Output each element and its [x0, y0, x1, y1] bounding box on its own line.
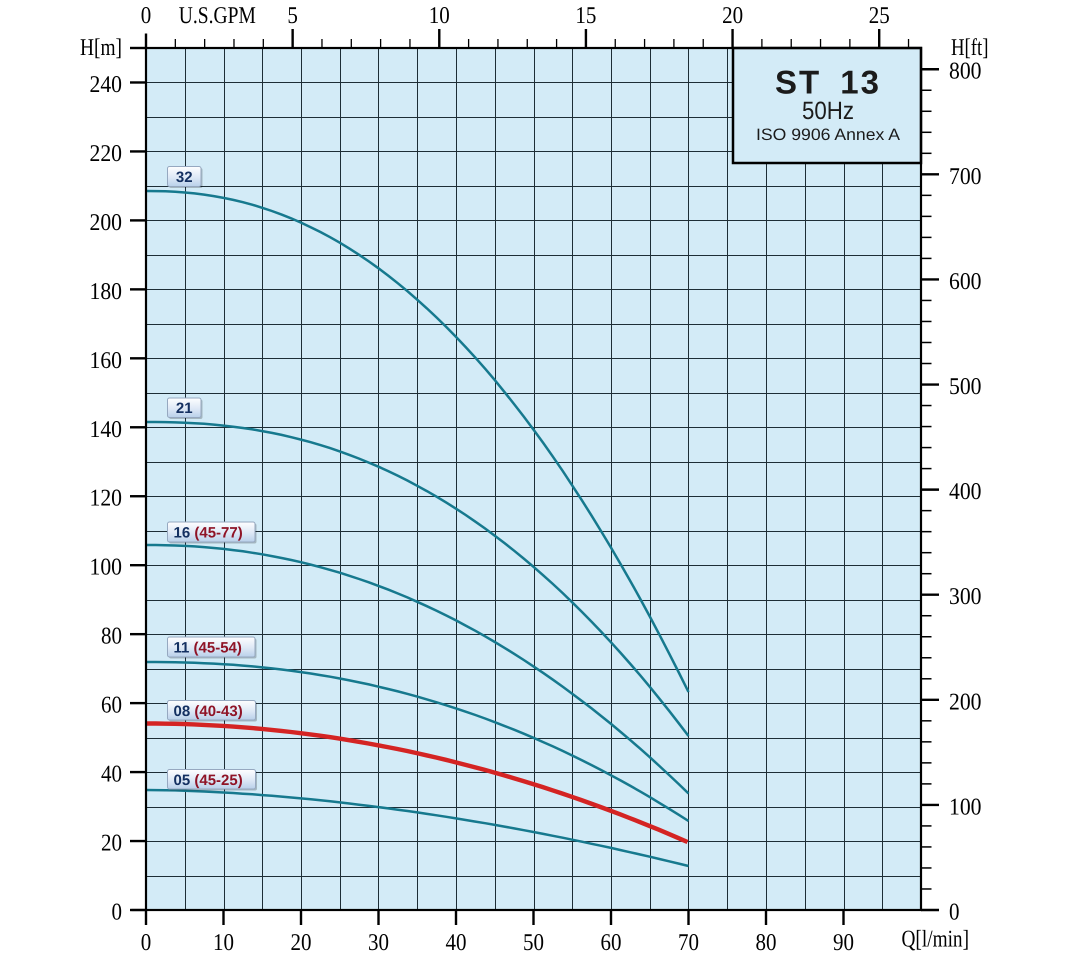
svg-text:80: 80: [756, 930, 777, 956]
svg-text:400: 400: [949, 479, 982, 505]
svg-text:11 (45-54): 11 (45-54): [174, 640, 242, 657]
svg-text:240: 240: [90, 72, 123, 98]
svg-text:60: 60: [101, 693, 122, 719]
svg-text:50Hz: 50Hz: [802, 97, 854, 125]
svg-text:90: 90: [833, 930, 854, 956]
svg-text:700: 700: [949, 164, 982, 190]
svg-text:32: 32: [176, 169, 193, 186]
svg-text:25: 25: [869, 3, 890, 29]
svg-text:10: 10: [429, 3, 450, 29]
svg-text:800: 800: [949, 59, 982, 85]
svg-text:0: 0: [141, 930, 152, 956]
svg-text:30: 30: [368, 930, 389, 956]
svg-text:Q[l/min]: Q[l/min]: [902, 927, 970, 953]
svg-text:300: 300: [949, 584, 982, 610]
svg-text:160: 160: [90, 348, 123, 374]
svg-text:ISO 9906 Annex A: ISO 9906 Annex A: [756, 126, 900, 144]
svg-text:0: 0: [949, 900, 960, 926]
svg-text:21: 21: [176, 400, 193, 417]
svg-text:40: 40: [101, 762, 122, 788]
svg-text:40: 40: [446, 930, 467, 956]
svg-text:80: 80: [101, 624, 122, 650]
svg-text:60: 60: [601, 930, 622, 956]
svg-text:20: 20: [291, 930, 312, 956]
svg-text:U.S.GPM: U.S.GPM: [179, 3, 256, 29]
svg-text:15: 15: [575, 3, 596, 29]
svg-text:200: 200: [90, 210, 123, 236]
svg-text:16 (45-77): 16 (45-77): [174, 525, 243, 542]
svg-text:120: 120: [90, 486, 123, 512]
svg-text:0: 0: [141, 3, 152, 29]
svg-text:0: 0: [112, 900, 123, 926]
svg-text:200: 200: [949, 689, 982, 715]
svg-text:20: 20: [101, 831, 122, 857]
svg-text:08 (40-43): 08 (40-43): [174, 703, 243, 720]
svg-text:100: 100: [90, 555, 123, 581]
svg-text:600: 600: [949, 269, 982, 295]
svg-text:20: 20: [722, 3, 743, 29]
svg-text:500: 500: [949, 374, 982, 400]
svg-text:140: 140: [90, 417, 123, 443]
svg-text:180: 180: [90, 279, 123, 305]
svg-text:10: 10: [213, 930, 234, 956]
svg-text:220: 220: [90, 141, 123, 167]
svg-text:ST 13: ST 13: [775, 64, 881, 101]
svg-text:H[m]: H[m]: [80, 35, 122, 61]
svg-text:100: 100: [949, 794, 982, 820]
svg-text:H[ft]: H[ft]: [951, 35, 989, 61]
svg-text:5: 5: [287, 3, 298, 29]
svg-text:50: 50: [523, 930, 544, 956]
svg-text:05 (45-25): 05 (45-25): [174, 772, 243, 789]
svg-text:70: 70: [678, 930, 699, 956]
